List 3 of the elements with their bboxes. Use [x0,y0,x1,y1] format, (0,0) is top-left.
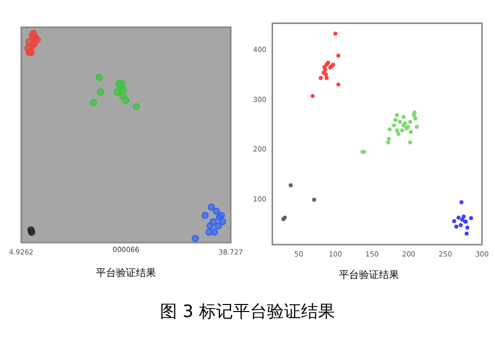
x-axis-title: 平台验证结果 [95,266,157,280]
text: 图 3 标记平台验证结果 [159,301,336,323]
x-axis-title: 平台验证结果 [338,268,400,282]
